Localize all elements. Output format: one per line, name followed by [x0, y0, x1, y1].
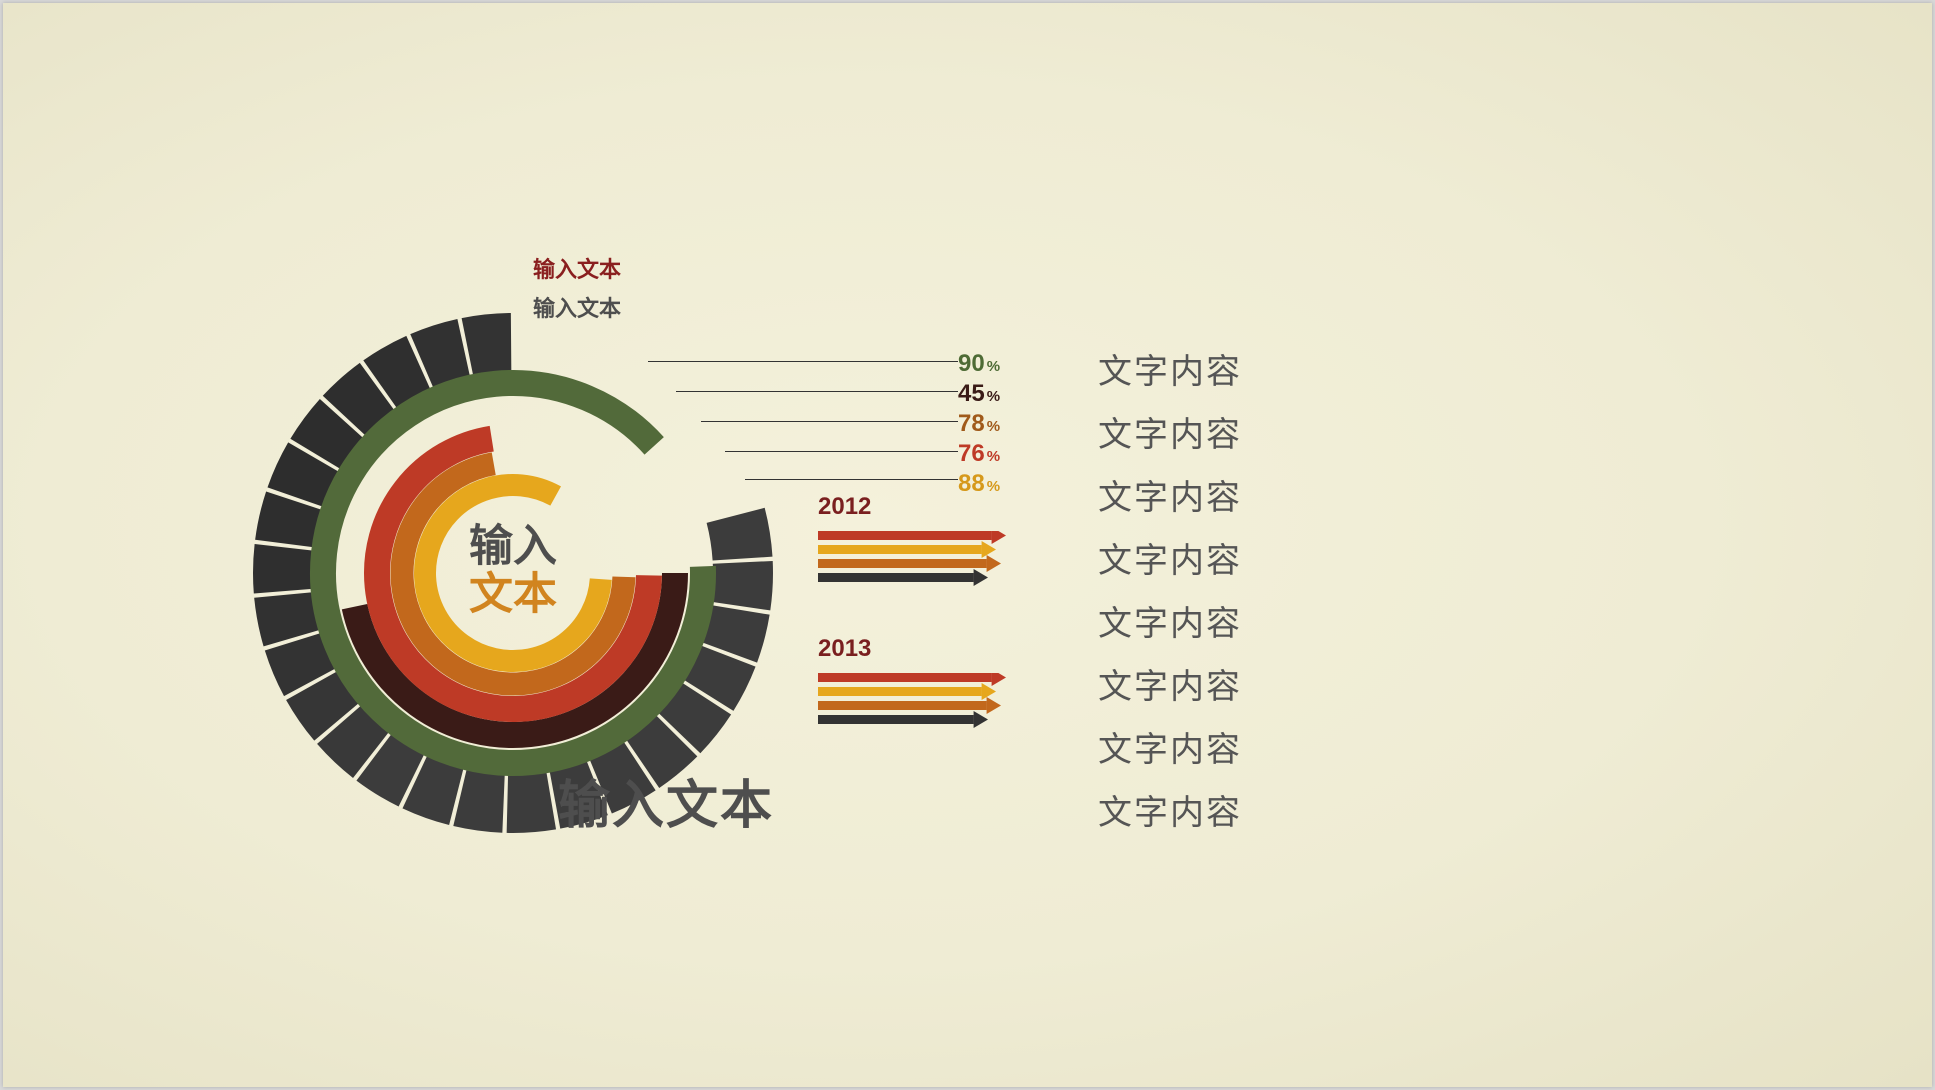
- arrow-bar: [818, 531, 992, 540]
- arrow-head: [982, 683, 996, 700]
- ring-label-1: 输入文本: [533, 290, 621, 329]
- gauge-segment: [462, 313, 512, 377]
- gauge-segment: [711, 561, 773, 610]
- arrow-bar: [818, 673, 992, 682]
- bullet-item-6: 文字内容: [1098, 719, 1242, 782]
- bullet-list: 文字内容文字内容文字内容文字内容文字内容文字内容文字内容文字内容: [1098, 341, 1242, 845]
- arrow-block-2013: 2013: [818, 635, 1018, 734]
- arrow-block-2012: 2012: [818, 493, 1018, 592]
- percent-labels: 90%45%78%76%88%: [958, 350, 1000, 500]
- bullet-item-2: 文字内容: [1098, 467, 1242, 530]
- slide: 输入 文本 输入文本输入文本 90%45%78%76%88% 输入文本 2012…: [3, 3, 1932, 1087]
- ring-label-0: 输入文本: [533, 251, 621, 290]
- arrow-head: [982, 541, 996, 558]
- chart-center-text: 输入 文本: [469, 523, 557, 620]
- center-line-1: 输入: [469, 523, 557, 571]
- gauge-segment: [707, 508, 773, 561]
- arrow-head: [974, 569, 988, 586]
- pct-label-3: 76%: [958, 440, 1000, 470]
- bullet-item-1: 文字内容: [1098, 404, 1242, 467]
- pct-label-1: 45%: [958, 380, 1000, 410]
- arrow-bar: [818, 545, 982, 554]
- year-label: 2012: [818, 493, 1018, 521]
- arrow-head: [992, 531, 1006, 544]
- pct-label-0: 90%: [958, 350, 1000, 380]
- arrow-head: [987, 697, 1001, 714]
- arrow-bar: [818, 701, 987, 710]
- arrow-bar: [818, 687, 982, 696]
- arrow-bar: [818, 573, 974, 582]
- arrow-bar: [818, 715, 974, 724]
- gauge-segment: [507, 770, 556, 833]
- bullet-item-3: 文字内容: [1098, 530, 1242, 593]
- bullet-item-7: 文字内容: [1098, 782, 1242, 845]
- arrow-head: [974, 711, 988, 728]
- bullet-item-0: 文字内容: [1098, 341, 1242, 404]
- pct-label-2: 78%: [958, 410, 1000, 440]
- leader-line-0: [648, 361, 958, 362]
- bullet-item-5: 文字内容: [1098, 656, 1242, 719]
- leader-line-1: [676, 391, 958, 392]
- arrow-head: [987, 555, 1001, 572]
- leader-line-2: [701, 421, 958, 422]
- arrow-bar: [818, 559, 987, 568]
- gauge-segment: [253, 544, 314, 593]
- year-label: 2013: [818, 635, 1018, 663]
- arrow-head: [992, 673, 1006, 686]
- leader-lines: [538, 361, 958, 511]
- title-below: 输入文本: [558, 763, 774, 838]
- bullet-item-4: 文字内容: [1098, 593, 1242, 656]
- leader-line-4: [745, 479, 958, 480]
- leader-line-3: [725, 451, 958, 452]
- center-line-2: 文本: [469, 571, 557, 619]
- ring-top-labels: 输入文本输入文本: [533, 251, 621, 328]
